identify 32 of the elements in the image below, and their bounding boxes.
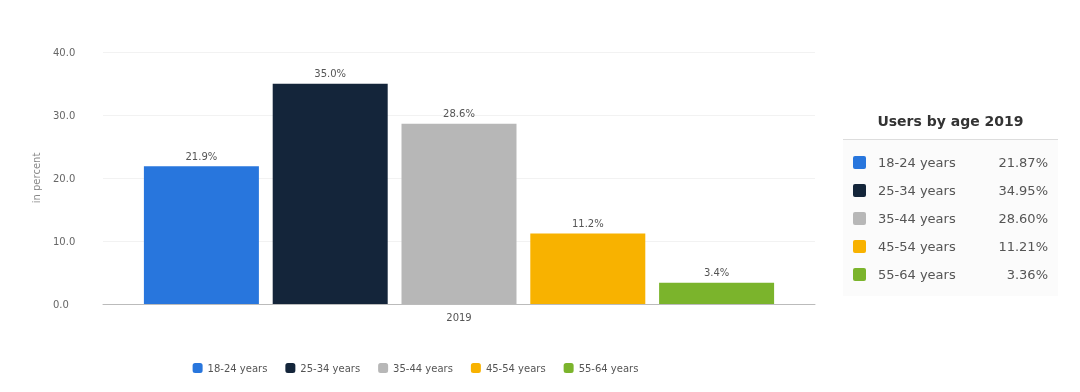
text: 18-24 years	[878, 154, 956, 170]
bar	[143, 166, 259, 304]
text: 35-44 years	[878, 210, 956, 226]
text: 3.36%	[1006, 266, 1048, 282]
text: 28.60%	[998, 210, 1048, 226]
legend-label: 55-64 years	[578, 362, 639, 374]
data-label: 11.2%	[571, 217, 604, 229]
legend-label: 18-24 years	[207, 362, 268, 374]
y-axis-title: in percent	[30, 152, 42, 204]
legend-label: 25-34 years	[300, 362, 361, 374]
y-tick-label: 0.0	[53, 298, 69, 310]
y-tick-label: 40.0	[53, 46, 76, 58]
bar	[272, 83, 388, 304]
legend-label: 35-44 years	[393, 362, 453, 374]
data-label: 3.4%	[703, 267, 730, 279]
text: 55-64 years	[878, 266, 956, 282]
y-tick-label: 30.0	[53, 109, 76, 121]
y-tick-label: 20.0	[53, 172, 76, 184]
data-label: 28.6%	[443, 108, 475, 120]
legend-title: Users by age 2019	[843, 103, 1058, 140]
bar	[659, 282, 775, 304]
bar	[530, 233, 646, 304]
text: 21.87%	[998, 154, 1048, 170]
text: 34.95%	[998, 182, 1048, 198]
x-tick-label: 2019	[446, 311, 472, 323]
y-tick-label: 10.0	[53, 235, 76, 247]
text: 25-34 years	[878, 182, 956, 198]
data-label: 21.9%	[185, 150, 218, 162]
legend-label: 45-54 years	[485, 362, 546, 374]
data-label: 35.0%	[314, 68, 347, 80]
text: 11.21%	[998, 238, 1048, 254]
text: 45-54 years	[878, 238, 956, 254]
